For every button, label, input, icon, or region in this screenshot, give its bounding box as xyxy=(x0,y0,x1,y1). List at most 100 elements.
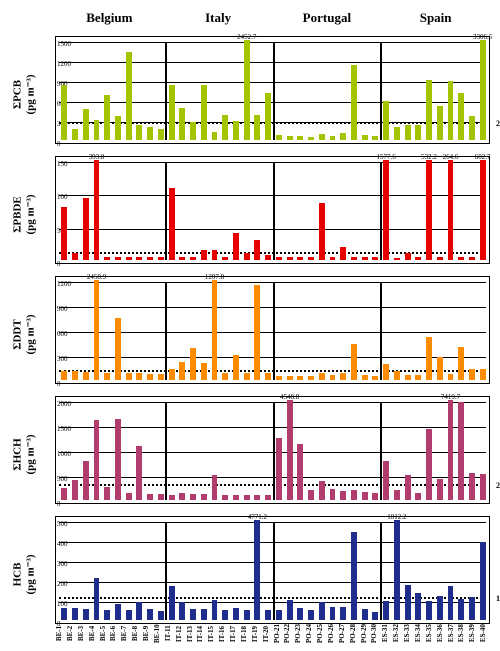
bar xyxy=(158,374,164,380)
xtick: IT-15 xyxy=(207,624,218,643)
xtick: ES-32 xyxy=(392,624,403,643)
bar xyxy=(94,120,100,140)
bar xyxy=(254,115,260,140)
bar xyxy=(72,253,78,260)
ytick: 200 xyxy=(57,580,60,588)
bar xyxy=(362,609,368,620)
bar xyxy=(265,93,271,140)
bar xyxy=(254,495,260,500)
xtick: IT-17 xyxy=(229,624,240,643)
bar xyxy=(244,373,250,380)
bar xyxy=(72,371,78,380)
panel-dd: 0300600900120094.72458.91207.8 xyxy=(55,276,490,384)
bar xyxy=(287,257,293,260)
bar xyxy=(254,520,260,620)
ytick: 100 xyxy=(57,193,60,201)
xtick: IT-14 xyxy=(196,624,207,643)
plot: 030060090012001500245.32452.73306.5 xyxy=(59,42,486,140)
bar xyxy=(126,373,132,381)
bar xyxy=(405,253,411,260)
ytick: 0 xyxy=(57,380,60,388)
bar xyxy=(458,93,464,140)
bar xyxy=(233,121,239,140)
ytick: 150 xyxy=(57,160,60,168)
bar xyxy=(83,198,89,260)
bar xyxy=(94,420,100,500)
ytick: 1000 xyxy=(57,450,60,458)
bar xyxy=(179,362,185,380)
bar xyxy=(169,495,175,500)
bar xyxy=(222,257,228,260)
bar xyxy=(136,125,142,140)
xtick: BE-5 xyxy=(99,624,110,643)
x-labels: BE-1BE-2BE-3BE-4BE-5BE-6BE-7BE-8BE-9BE-1… xyxy=(55,624,490,643)
plot: 0100200300400500107.44771.21012.2 xyxy=(59,522,486,620)
bar xyxy=(469,116,475,140)
bar xyxy=(480,474,486,500)
bar xyxy=(115,419,121,500)
bar xyxy=(212,250,218,260)
xtick: PO-30 xyxy=(370,624,381,643)
bar xyxy=(190,348,196,381)
bar xyxy=(308,376,314,380)
bar xyxy=(233,233,239,260)
ytick: 1200 xyxy=(57,60,60,68)
bar xyxy=(115,318,121,380)
bar xyxy=(469,257,475,260)
plot: 0500100015002000277.64548.87419.7 xyxy=(59,402,486,500)
dash-label: 107.4 xyxy=(496,594,500,603)
xtick: IT-19 xyxy=(251,624,262,643)
bar xyxy=(61,207,67,260)
bar xyxy=(437,596,443,620)
bar xyxy=(254,240,260,260)
bar xyxy=(383,364,389,380)
bar xyxy=(480,369,486,380)
ytick: 500 xyxy=(57,475,60,483)
dash-label: 245.3 xyxy=(496,119,500,128)
country-col: Italy xyxy=(164,10,273,30)
xtick: PO-21 xyxy=(273,624,284,643)
bar xyxy=(233,608,239,620)
bar xyxy=(201,609,207,620)
bar xyxy=(276,376,282,380)
bar xyxy=(415,593,421,620)
bar xyxy=(72,129,78,140)
bar xyxy=(147,374,153,380)
cap-label: 393.8 xyxy=(89,153,105,161)
bar xyxy=(94,160,100,260)
bar xyxy=(61,85,67,140)
panel-pb: 0501001509.1393.81577.6532.2264.6602.7 xyxy=(55,156,490,264)
bar xyxy=(254,285,260,380)
bar xyxy=(83,372,89,380)
bar xyxy=(319,373,325,380)
bar xyxy=(244,495,250,500)
bar xyxy=(426,80,432,140)
xtick: ES-37 xyxy=(447,624,458,643)
country-col: Portugal xyxy=(273,10,382,30)
bar xyxy=(147,257,153,260)
xtick: PO-28 xyxy=(349,624,360,643)
bar xyxy=(276,257,282,260)
plot: 0501001509.1393.81577.6532.2264.6602.7 xyxy=(59,162,486,260)
cap-label: 532.2 xyxy=(421,153,437,161)
bar xyxy=(351,490,357,500)
bar xyxy=(351,344,357,380)
bar xyxy=(415,493,421,501)
bar xyxy=(437,106,443,140)
bar xyxy=(104,95,110,140)
bar xyxy=(351,65,357,140)
bar xyxy=(83,461,89,500)
bar xyxy=(126,493,132,500)
bar xyxy=(222,115,228,140)
bar xyxy=(297,136,303,140)
bar xyxy=(179,108,185,140)
ytick: 600 xyxy=(57,100,60,108)
bar xyxy=(297,257,303,260)
bar xyxy=(340,373,346,380)
bar xyxy=(415,257,421,260)
bar xyxy=(351,257,357,260)
bar xyxy=(426,601,432,620)
bar xyxy=(212,600,218,620)
bar xyxy=(265,495,271,500)
cap-label: 1012.2 xyxy=(387,513,406,521)
